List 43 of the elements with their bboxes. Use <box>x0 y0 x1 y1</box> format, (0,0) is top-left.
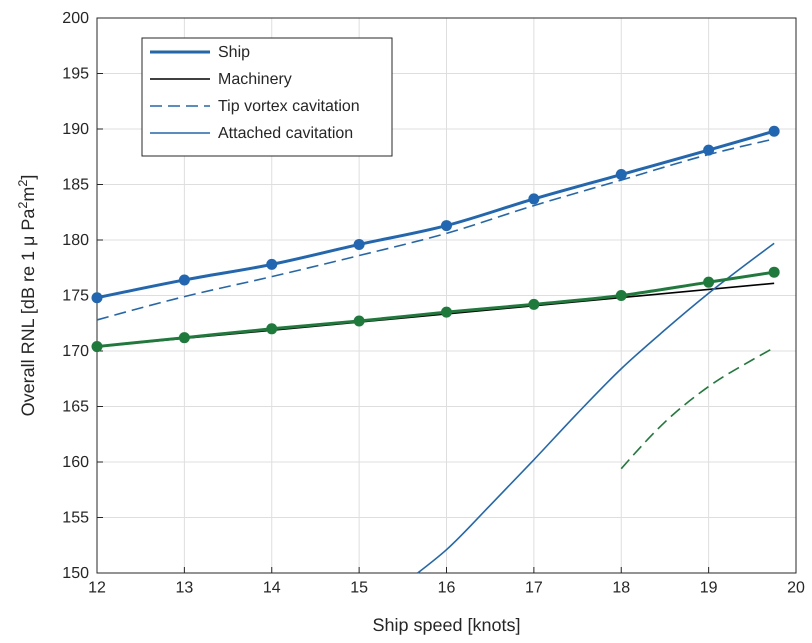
point <box>178 332 190 344</box>
point <box>178 274 190 286</box>
point <box>528 298 540 310</box>
x-tick-label: 16 <box>438 579 456 596</box>
point <box>441 306 452 318</box>
y-tick-label: 190 <box>62 121 90 138</box>
point <box>616 169 627 180</box>
x-tick-label: 13 <box>175 579 194 596</box>
y-tick-label: 150 <box>62 565 90 582</box>
x-axis-title: Ship speed [knots] <box>372 615 521 635</box>
x-tick-label: 17 <box>524 579 543 596</box>
y-tick-label: 170 <box>62 343 90 360</box>
legend-label: Ship <box>218 44 250 61</box>
y-tick-label: 160 <box>62 454 90 472</box>
x-tick-label: 15 <box>350 579 368 596</box>
y-tick-label: 185 <box>62 176 90 194</box>
legend-label: Attached cavitation <box>218 125 354 142</box>
point <box>703 276 714 288</box>
x-tick-label: 20 <box>787 579 805 596</box>
point <box>354 238 365 250</box>
line-series <box>416 242 775 574</box>
point <box>768 266 780 278</box>
x-tick-label: 14 <box>262 579 281 596</box>
point <box>92 292 102 304</box>
point <box>266 323 278 334</box>
point <box>528 193 540 204</box>
point <box>92 341 102 352</box>
x-tick-label: 18 <box>612 579 630 596</box>
y-tick-label: 155 <box>62 510 90 527</box>
legend-label: Machinery <box>218 71 292 88</box>
x-tick-label: 19 <box>700 579 718 596</box>
y-tick-label: 195 <box>62 66 90 83</box>
y-tick-label: 180 <box>62 232 90 250</box>
x-tick-label: 12 <box>88 579 106 596</box>
point <box>441 220 452 232</box>
legend-label: Tip vortex cavitation <box>218 98 360 115</box>
point <box>266 258 278 270</box>
point <box>616 290 627 301</box>
y-tick-label: 175 <box>62 288 90 305</box>
point <box>354 316 365 327</box>
point <box>768 126 780 137</box>
y-tick-label: 165 <box>62 398 90 416</box>
y-tick-label: 200 <box>62 10 90 28</box>
